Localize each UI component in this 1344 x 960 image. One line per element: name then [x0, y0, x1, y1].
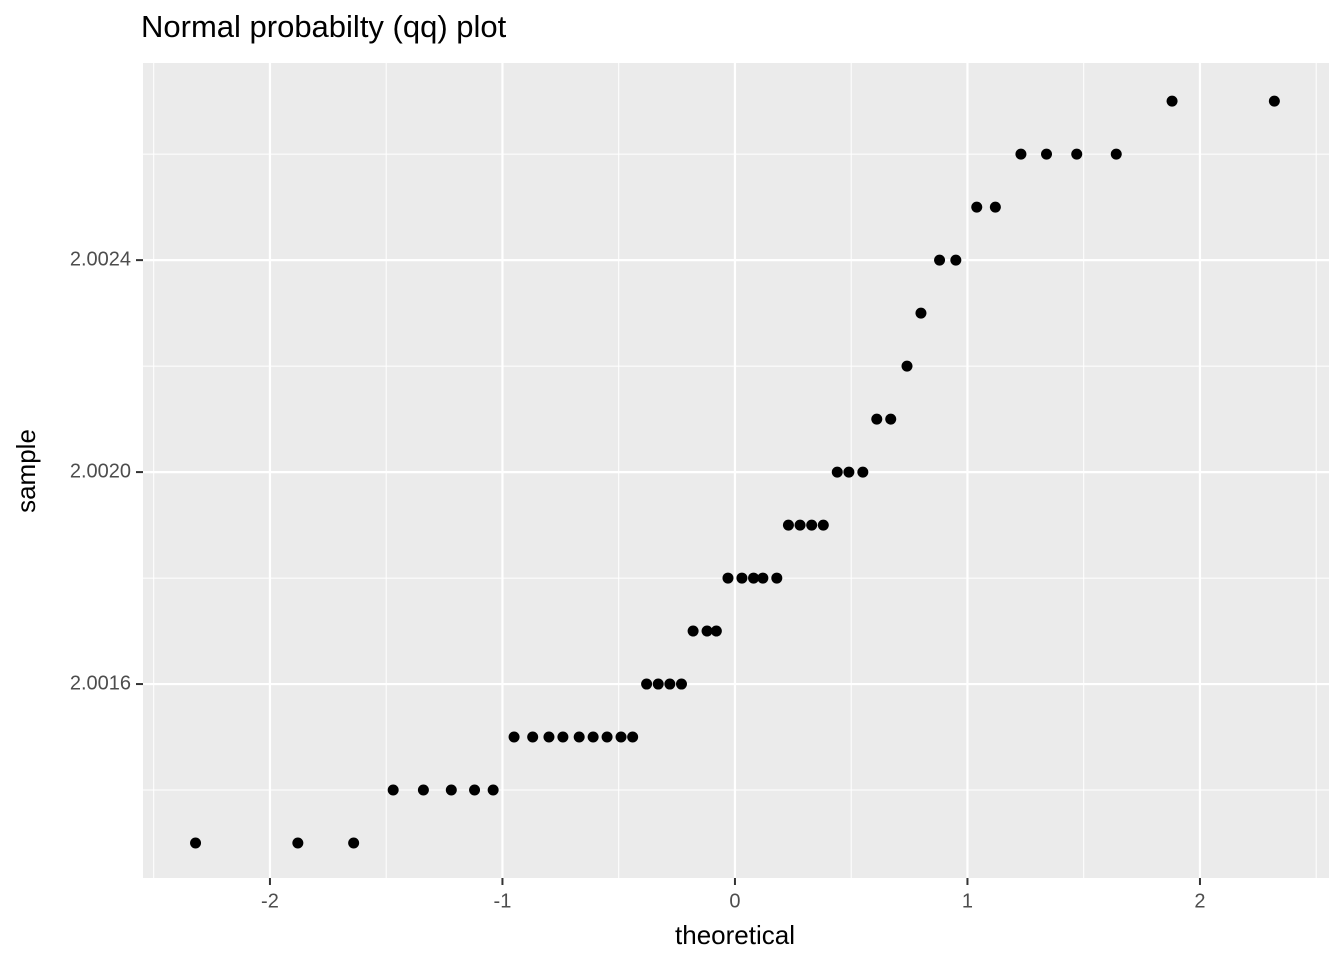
- point: [934, 254, 946, 266]
- point: [901, 360, 913, 372]
- x-tick-label: -1: [494, 890, 512, 912]
- point: [817, 519, 829, 531]
- point: [487, 784, 499, 796]
- point: [1166, 95, 1178, 107]
- point: [601, 731, 613, 743]
- y-axis-label: sample: [11, 429, 41, 513]
- x-tick-label: -2: [261, 890, 279, 912]
- point: [641, 678, 653, 690]
- point: [573, 731, 585, 743]
- x-tick-label: 1: [962, 890, 973, 912]
- point: [1015, 148, 1027, 160]
- point: [190, 837, 202, 849]
- point: [292, 837, 304, 849]
- point: [1041, 148, 1053, 160]
- chart-title: Normal probabilty (qq) plot: [141, 9, 507, 44]
- point: [417, 784, 429, 796]
- point: [831, 466, 843, 478]
- y-tick-label: 2.0020: [70, 460, 131, 482]
- point: [971, 201, 983, 213]
- point: [652, 678, 664, 690]
- point: [687, 625, 699, 637]
- point: [701, 625, 713, 637]
- point: [543, 731, 555, 743]
- point: [557, 731, 569, 743]
- y-tick-label: 2.0016: [70, 672, 131, 694]
- point: [469, 784, 481, 796]
- x-tick-label: 0: [729, 890, 740, 912]
- x-tick-label: 2: [1194, 890, 1205, 912]
- point: [508, 731, 520, 743]
- point: [748, 572, 760, 584]
- point: [989, 201, 1001, 213]
- point: [857, 466, 869, 478]
- point: [736, 572, 748, 584]
- point: [587, 731, 599, 743]
- point: [915, 307, 927, 319]
- point: [710, 625, 722, 637]
- point: [1110, 148, 1122, 160]
- point: [627, 731, 639, 743]
- point: [722, 572, 734, 584]
- point: [675, 678, 687, 690]
- point: [794, 519, 806, 531]
- point: [871, 413, 883, 425]
- point: [782, 519, 794, 531]
- point: [527, 731, 539, 743]
- point: [757, 572, 769, 584]
- point: [387, 784, 399, 796]
- point: [348, 837, 360, 849]
- point: [1071, 148, 1083, 160]
- point: [664, 678, 676, 690]
- point: [615, 731, 627, 743]
- y-tick-label: 2.0024: [70, 248, 131, 270]
- point: [445, 784, 457, 796]
- point: [843, 466, 855, 478]
- point: [1268, 95, 1280, 107]
- point: [806, 519, 818, 531]
- point: [950, 254, 962, 266]
- point: [885, 413, 897, 425]
- point: [771, 572, 783, 584]
- x-axis-label: theoretical: [675, 920, 795, 950]
